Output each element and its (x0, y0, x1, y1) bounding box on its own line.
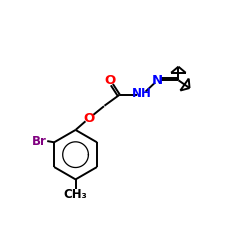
Text: Br: Br (32, 134, 47, 147)
Text: O: O (84, 112, 95, 124)
Text: N: N (152, 74, 163, 87)
Text: CH₃: CH₃ (64, 188, 88, 201)
Text: NH: NH (132, 87, 152, 100)
Text: O: O (105, 74, 116, 87)
